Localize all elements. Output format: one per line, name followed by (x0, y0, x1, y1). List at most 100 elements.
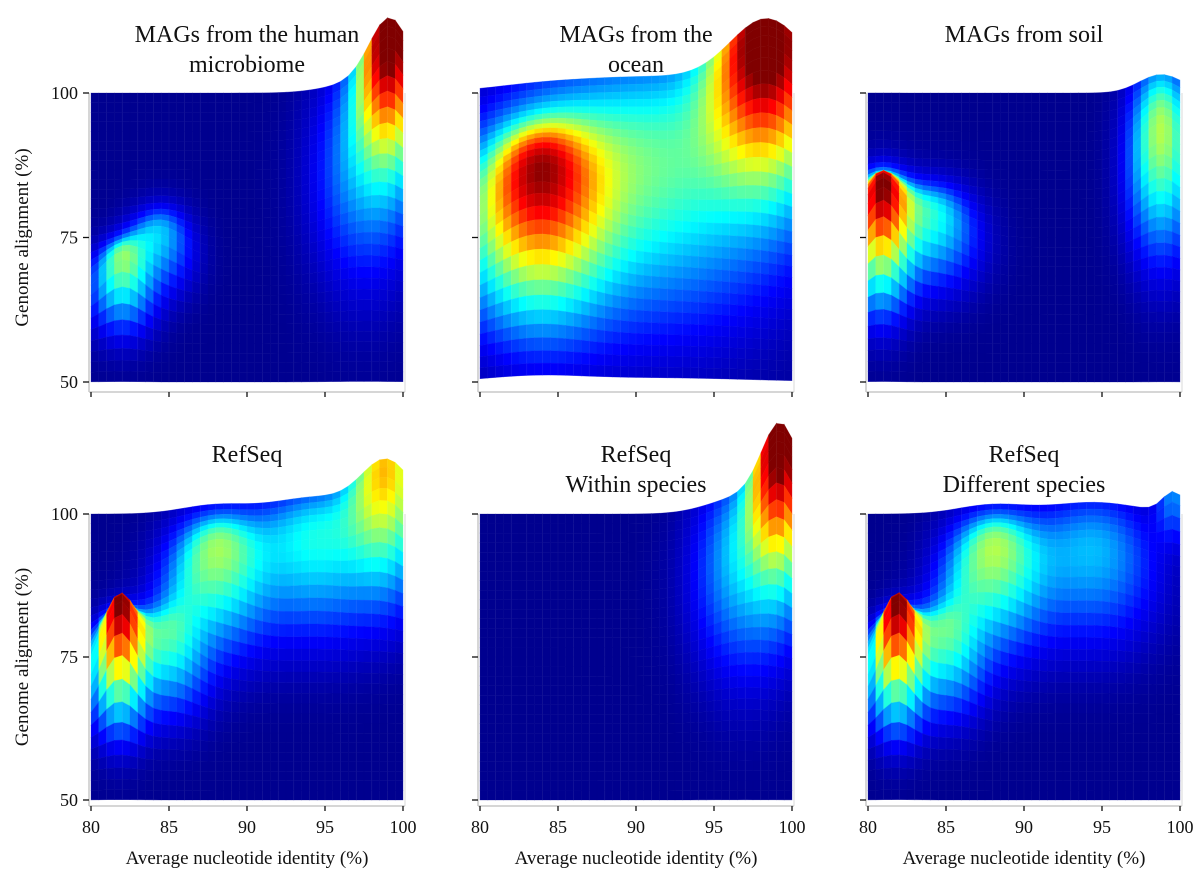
surface-cell (690, 199, 699, 212)
surface-cell (254, 605, 263, 622)
surface-cell (348, 310, 357, 322)
surface-cell (768, 200, 777, 216)
surface-cell (324, 610, 334, 626)
surface-cell (1156, 371, 1165, 383)
surface-cell (867, 139, 877, 150)
surface-cell (1140, 371, 1150, 383)
surface-cell (674, 177, 684, 189)
surface-cell (487, 304, 496, 321)
surface-cell (184, 140, 193, 152)
surface-cell (394, 321, 404, 333)
surface-cell (984, 196, 994, 207)
surface-cell (883, 371, 892, 382)
surface-cell (129, 576, 139, 587)
surface-cell (596, 120, 606, 129)
surface-cell (106, 92, 115, 103)
surface-cell (503, 84, 512, 95)
surface-cell (604, 267, 613, 283)
surface-cell (355, 703, 365, 715)
surface-cell (1086, 314, 1095, 325)
surface-cell (215, 226, 224, 238)
surface-cell (1062, 372, 1072, 383)
surface-cell (309, 261, 318, 274)
surface-cell (394, 279, 404, 293)
surface-cell (1093, 362, 1103, 373)
surface-cell (379, 90, 388, 110)
surface-cell (254, 521, 263, 529)
surface-cell (503, 313, 512, 330)
surface-cell (176, 780, 185, 791)
surface-cell (332, 598, 341, 613)
surface-cell (542, 107, 551, 115)
surface-cell (875, 111, 884, 122)
surface-cell (635, 321, 645, 335)
surface-cell (324, 623, 334, 638)
surface-cell (666, 187, 676, 199)
surface-cell (1078, 266, 1087, 277)
surface-cell (207, 264, 217, 276)
surface-cell (713, 234, 723, 248)
surface-cell (332, 790, 341, 801)
surface-cell (1031, 131, 1040, 142)
surface-cell (906, 157, 916, 167)
surface-cell (1132, 280, 1142, 294)
surface-cell (690, 278, 699, 292)
surface-cell (643, 122, 652, 132)
surface-cell (659, 207, 668, 221)
surface-cell (1062, 323, 1072, 335)
surface-cell (760, 83, 769, 99)
surface-cell (254, 246, 263, 257)
surface-cell (270, 552, 279, 564)
surface-cell (1140, 279, 1150, 293)
surface-cell (526, 205, 535, 222)
surface-cell (588, 364, 598, 377)
surface-cell (192, 281, 201, 295)
surface-cell (184, 121, 193, 132)
surface-cell (883, 349, 892, 362)
surface-cell (332, 224, 341, 239)
surface-cell (363, 231, 373, 245)
surface-cell (207, 695, 217, 711)
surface-cell (542, 80, 551, 90)
surface-cell (168, 665, 178, 683)
surface-cell (1062, 246, 1072, 258)
surface-cell (371, 626, 380, 641)
surface-cell (184, 699, 193, 717)
surface-cell (387, 703, 396, 715)
surface-cell (1093, 111, 1103, 122)
surface-cell (387, 351, 396, 363)
surface-cell (1047, 131, 1056, 142)
surface-cell (207, 556, 217, 570)
surface-cell (129, 779, 139, 791)
surface-cell (184, 362, 193, 373)
surface-cell (277, 648, 287, 662)
surface-cell (176, 92, 185, 103)
surface-cell (1008, 265, 1017, 276)
surface-cell (207, 284, 217, 296)
surface-cell (363, 371, 373, 382)
surface-cell (309, 559, 318, 573)
surface-cell (348, 780, 357, 791)
surface-cell (340, 548, 349, 562)
surface-cell (1023, 217, 1033, 229)
surface-cell (277, 304, 287, 315)
surface-cell (992, 283, 1001, 295)
surface-cell (969, 302, 978, 314)
surface-cell (1117, 372, 1126, 383)
surface-cell (348, 299, 357, 312)
surface-cell (937, 372, 947, 383)
surface-cell (254, 333, 263, 344)
surface-cell (340, 361, 349, 373)
surface-cell (246, 266, 256, 277)
y-tick-label: 100 (51, 504, 78, 524)
surface-cell (254, 217, 263, 229)
surface-cell (875, 274, 884, 294)
surface-cell (293, 352, 302, 363)
surface-cell (1093, 285, 1103, 296)
surface-cell (145, 195, 154, 205)
surface-cell (922, 102, 931, 113)
surface-cell (937, 272, 947, 288)
surface-cell (238, 275, 248, 286)
surface-cell (301, 322, 310, 334)
surface-cell (246, 742, 256, 753)
